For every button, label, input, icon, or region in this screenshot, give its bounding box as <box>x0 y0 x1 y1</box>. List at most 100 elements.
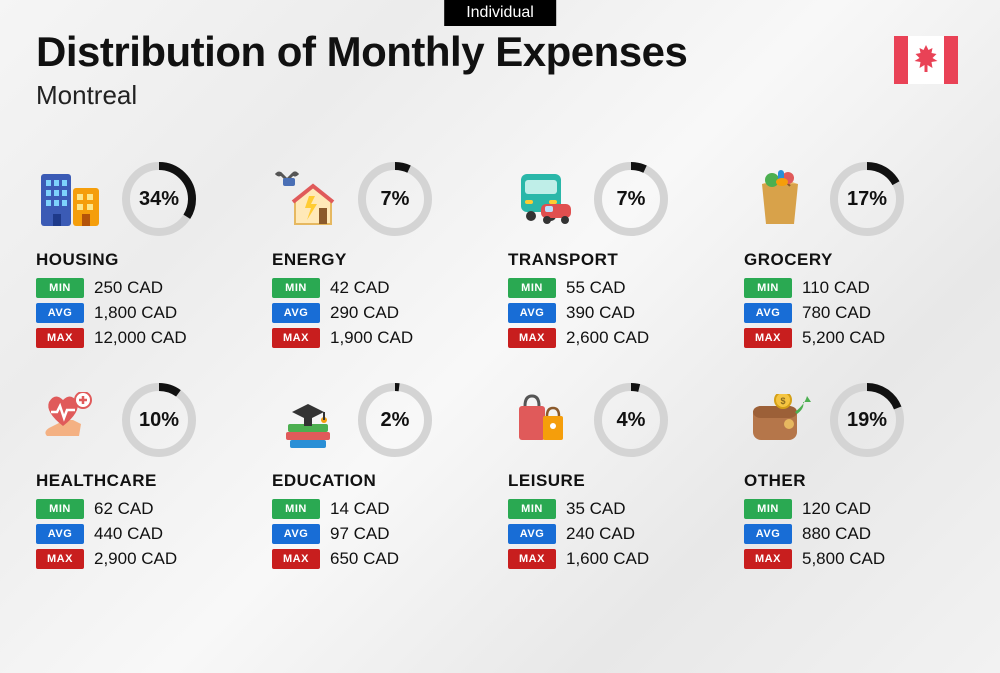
min-value: 110 CAD <box>802 278 870 298</box>
tag-chip: Individual <box>444 0 556 26</box>
city-subtitle: Montreal <box>36 80 964 111</box>
grocery-icon <box>744 163 816 235</box>
stat-max: MAX2,600 CAD <box>508 328 728 348</box>
min-value: 250 CAD <box>94 278 163 298</box>
max-badge: MAX <box>272 328 320 348</box>
stat-avg: AVG 1,800 CAD <box>36 303 256 323</box>
percent-ring: 17% <box>828 160 906 238</box>
stat-min: MIN 110 CAD <box>744 278 964 298</box>
stat-min: MIN14 CAD <box>272 499 492 519</box>
expense-card-other: $19% OTHER MIN 120 CAD AVG 880 CAD MAX 5,800 CA… <box>744 381 964 574</box>
max-value: 2,900 CAD <box>94 549 177 569</box>
stat-avg: AVG 440 CAD <box>36 524 256 544</box>
category-name: LEISURE <box>508 471 728 491</box>
stat-max: MAX5,200 CAD <box>744 328 964 348</box>
stat-min: MIN62 CAD <box>36 499 256 519</box>
stat-max: MAX 1,900 CAD <box>272 328 492 348</box>
stat-avg: AVG240 CAD <box>508 524 728 544</box>
category-name: HEALTHCARE <box>36 471 256 491</box>
avg-value: 440 CAD <box>94 524 163 544</box>
header: Distribution of Monthly Expenses Montrea… <box>36 28 964 111</box>
min-value: 55 CAD <box>566 278 626 298</box>
percent-ring: 10% <box>120 381 198 459</box>
other-icon: $ <box>744 384 816 456</box>
avg-value: 97 CAD <box>330 524 390 544</box>
card-top: 10% <box>36 381 256 459</box>
svg-text:$: $ <box>780 396 785 406</box>
avg-badge: AVG <box>744 303 792 323</box>
avg-value: 880 CAD <box>802 524 871 544</box>
percent-label: 7% <box>592 160 670 238</box>
percent-label: 2% <box>356 381 434 459</box>
expense-card-transport: 7%TRANSPORTMIN55 CADAVG390 CADMAX2,600 C… <box>508 160 728 353</box>
avg-badge: AVG <box>36 303 84 323</box>
card-top: 7% <box>272 160 492 238</box>
percent-ring: 4% <box>592 381 670 459</box>
category-name: OTHER <box>744 471 964 491</box>
avg-value: 290 CAD <box>330 303 399 323</box>
min-value: 120 CAD <box>802 499 871 519</box>
min-badge: MIN <box>36 499 84 519</box>
percent-ring: 7% <box>356 160 434 238</box>
category-name: TRANSPORT <box>508 250 728 270</box>
min-badge: MIN <box>744 278 792 298</box>
expense-card-education: 2% EDUCATION MIN14 CAD AVG 97 CAD MAX 650 CAD <box>272 381 492 574</box>
max-badge: MAX <box>272 549 320 569</box>
min-badge: MIN <box>508 278 556 298</box>
avg-value: 240 CAD <box>566 524 635 544</box>
percent-label: 17% <box>828 160 906 238</box>
min-badge: MIN <box>272 499 320 519</box>
max-value: 1,900 CAD <box>330 328 413 348</box>
education-icon <box>272 384 344 456</box>
transport-icon <box>508 163 580 235</box>
percent-ring: 2% <box>356 381 434 459</box>
expense-card-energy: 7% ENERGY MIN 42 CAD AVG290 CAD MAX 1,900 CAD <box>272 160 492 353</box>
card-top: $19% <box>744 381 964 459</box>
stat-max: MAX12,000 CAD <box>36 328 256 348</box>
min-badge: MIN <box>744 499 792 519</box>
leisure-icon <box>508 384 580 456</box>
percent-label: 7% <box>356 160 434 238</box>
card-top: 4% <box>508 381 728 459</box>
expense-grid: 34%HOUSINGMIN250 CADAVG1,800 CADMAX12,00… <box>36 160 964 574</box>
percent-label: 19% <box>828 381 906 459</box>
stat-avg: AVG290 CAD <box>272 303 492 323</box>
avg-badge: AVG <box>508 303 556 323</box>
category-name: ENERGY <box>272 250 492 270</box>
max-badge: MAX <box>744 549 792 569</box>
avg-value: 1,800 CAD <box>94 303 177 323</box>
expense-card-grocery: 17% GROCERY MIN 110 CAD AVG 780 CAD MAX5,200 C… <box>744 160 964 353</box>
max-value: 12,000 CAD <box>94 328 187 348</box>
healthcare-icon <box>36 384 108 456</box>
avg-value: 780 CAD <box>802 303 871 323</box>
min-value: 42 CAD <box>330 278 390 298</box>
max-value: 5,800 CAD <box>802 549 885 569</box>
card-top: 7% <box>508 160 728 238</box>
energy-icon <box>272 163 344 235</box>
max-badge: MAX <box>508 549 556 569</box>
max-value: 1,600 CAD <box>566 549 649 569</box>
max-value: 5,200 CAD <box>802 328 885 348</box>
stat-min: MIN 120 CAD <box>744 499 964 519</box>
max-value: 2,600 CAD <box>566 328 649 348</box>
stat-avg: AVG 97 CAD <box>272 524 492 544</box>
stat-max: MAX 1,600 CAD <box>508 549 728 569</box>
max-value: 650 CAD <box>330 549 399 569</box>
min-badge: MIN <box>272 278 320 298</box>
avg-badge: AVG <box>36 524 84 544</box>
stat-avg: AVG 880 CAD <box>744 524 964 544</box>
card-top: 17% <box>744 160 964 238</box>
percent-label: 4% <box>592 381 670 459</box>
avg-badge: AVG <box>272 524 320 544</box>
stat-max: MAX2,900 CAD <box>36 549 256 569</box>
page-title: Distribution of Monthly Expenses <box>36 28 964 76</box>
stat-avg: AVG 780 CAD <box>744 303 964 323</box>
category-name: GROCERY <box>744 250 964 270</box>
stat-min: MIN35 CAD <box>508 499 728 519</box>
percent-ring: 19% <box>828 381 906 459</box>
expense-card-housing: 34%HOUSINGMIN250 CADAVG1,800 CADMAX12,00… <box>36 160 256 353</box>
avg-badge: AVG <box>744 524 792 544</box>
category-name: EDUCATION <box>272 471 492 491</box>
expense-card-leisure: 4% LEISURE MIN35 CAD AVG240 CAD MAX 1,600 CAD <box>508 381 728 574</box>
flag-bar-right <box>944 36 958 84</box>
